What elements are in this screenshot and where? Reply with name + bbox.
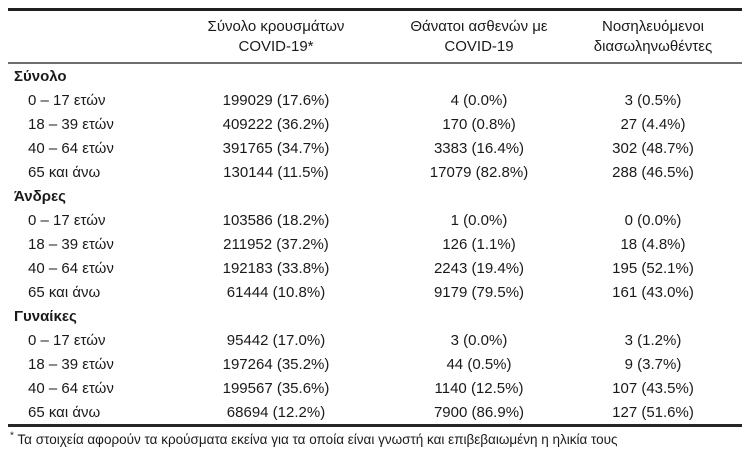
column-header-total-cases: Σύνολο κρουσμάτων COVID-19* [158,17,394,57]
table-row: 40 – 64 ετών 199567 (35.6%) 1140 (12.5%) 10… [8,376,742,400]
intubated-value: 302 (48.7%) [612,139,694,157]
column-header-deaths-line1: Θάνατοι ασθενών με [410,17,548,35]
total-cases-value: 211952 (37.2%) [223,235,329,253]
table-top-rule [8,8,742,11]
table-row: 65 και άνω 61444 (10.8%) 9179 (79.5%) 161 (… [8,280,742,304]
total-cases-value: 103586 (18.2%) [222,211,330,229]
deaths-value: 44 (0.5%) [446,355,512,373]
column-header-deaths-line2: COVID-19 [444,37,514,55]
total-cases-value: 95442 (17.0%) [226,331,326,349]
total-cases-value: 391765 (34.7%) [222,139,330,157]
table-footnote: * Τα στοιχεία αφορούν τα κρούσματα εκείν… [8,427,742,447]
column-header-total-cases-line1: Σύνολο κρουσμάτων [207,17,345,35]
footnote-text: Τα στοιχεία αφορούν τα κρούσματα εκείνα … [17,432,618,447]
intubated-value: 0 (0.0%) [624,211,682,229]
age-group-label: 65 και άνω [28,283,101,301]
intubated-value: 161 (43.0%) [612,283,694,301]
table-row: 18 – 39 ετών 211952 (37.2%) 126 (1.1%) 18 (… [8,232,742,256]
intubated-value: 107 (43.5%) [612,379,694,397]
total-cases-value: 409222 (36.2%) [222,115,330,133]
deaths-value: 7900 (86.9%) [433,403,525,421]
deaths-value: 3383 (16.4%) [433,139,525,157]
table-row: 40 – 64 ετών 391765 (34.7%) 3383 (16.4%) 30… [8,136,742,160]
age-group-label: 40 – 64 ετών [28,259,114,277]
age-group-label: 18 – 39 ετών [28,355,114,373]
age-group-label: 65 και άνω [28,163,101,181]
column-header-intubated-line1: Νοσηλευόμενοι [601,17,704,35]
table-row: 65 και άνω 130144 (11.5%) 17079 (82.8%) 288… [8,160,742,184]
table-row: 18 – 39 ετών 409222 (36.2%) 170 (0.8%) 27 (… [8,112,742,136]
table-header-row: Σύνολο κρουσμάτων COVID-19* Θάνατοι ασθε… [8,11,742,62]
section-label: Άνδρες [14,187,66,205]
section-label: Γυναίκες [14,307,77,325]
deaths-value: 4 (0.0%) [450,91,508,109]
intubated-value: 195 (52.1%) [612,259,694,277]
section-header-row: Σύνολο [8,64,742,88]
section-label: Σύνολο [14,67,67,85]
age-group-label: 0 – 17 ετών [28,211,106,229]
total-cases-value: 199029 (17.6%) [222,91,330,109]
covid-age-distribution-table: Σύνολο κρουσμάτων COVID-19* Θάνατοι ασθε… [8,8,742,447]
intubated-value: 9 (3.7%) [624,355,682,373]
total-cases-value: 130144 (11.5%) [223,163,329,181]
table-body: Σύνολο 0 – 17 ετών 199029 (17.6%) 4 (0.0%) 3… [8,64,742,424]
footnote-marker: * [10,430,14,442]
deaths-value: 170 (0.8%) [442,115,516,133]
column-header-total-cases-line2: COVID-19* [238,37,314,55]
section-header-row: Γυναίκες [8,304,742,328]
deaths-value: 3 (0.0%) [450,331,508,349]
section-header-row: Άνδρες [8,184,742,208]
age-group-label: 18 – 39 ετών [28,115,114,133]
table-row: 0 – 17 ετών 199029 (17.6%) 4 (0.0%) 3 (0.5%… [8,88,742,112]
table-row: 40 – 64 ετών 192183 (33.8%) 2243 (19.4%) 19… [8,256,742,280]
intubated-value: 127 (51.6%) [612,403,694,421]
column-header-intubated-line2: διασωληνωθέντες [593,37,713,55]
age-group-label: 18 – 39 ετών [28,235,114,253]
total-cases-value: 199567 (35.6%) [222,379,330,397]
deaths-value: 126 (1.1%) [442,235,516,253]
table-row: 18 – 39 ετών 197264 (35.2%) 44 (0.5%) 9 (3.… [8,352,742,376]
intubated-value: 288 (46.5%) [612,163,694,181]
table-header-rule [8,62,742,64]
column-header-deaths: Θάνατοι ασθενών με COVID-19 [394,17,564,57]
age-group-label: 0 – 17 ετών [28,331,106,349]
total-cases-value: 61444 (10.8%) [226,283,326,301]
deaths-value: 1140 (12.5%) [434,379,524,397]
total-cases-value: 192183 (33.8%) [222,259,330,277]
age-group-label: 0 – 17 ετών [28,91,106,109]
intubated-value: 3 (1.2%) [624,331,682,349]
total-cases-value: 68694 (12.2%) [226,403,326,421]
age-group-label: 40 – 64 ετών [28,139,114,157]
intubated-value: 27 (4.4%) [620,115,686,133]
deaths-value: 2243 (19.4%) [433,259,525,277]
table-row: 65 και άνω 68694 (12.2%) 7900 (86.9%) 127 (… [8,400,742,424]
table-row: 0 – 17 ετών 95442 (17.0%) 3 (0.0%) 3 (1.2%) [8,328,742,352]
column-header-intubated: Νοσηλευόμενοι διασωληνωθέντες [564,17,742,57]
age-group-label: 40 – 64 ετών [28,379,114,397]
deaths-value: 9179 (79.5%) [433,283,525,301]
table-bottom-rule [8,424,742,427]
intubated-value: 18 (4.8%) [620,235,686,253]
intubated-value: 3 (0.5%) [624,91,682,109]
table-row: 0 – 17 ετών 103586 (18.2%) 1 (0.0%) 0 (0.0%… [8,208,742,232]
age-group-label: 65 και άνω [28,403,101,421]
total-cases-value: 197264 (35.2%) [222,355,330,373]
deaths-value: 17079 (82.8%) [429,163,529,181]
deaths-value: 1 (0.0%) [450,211,508,229]
